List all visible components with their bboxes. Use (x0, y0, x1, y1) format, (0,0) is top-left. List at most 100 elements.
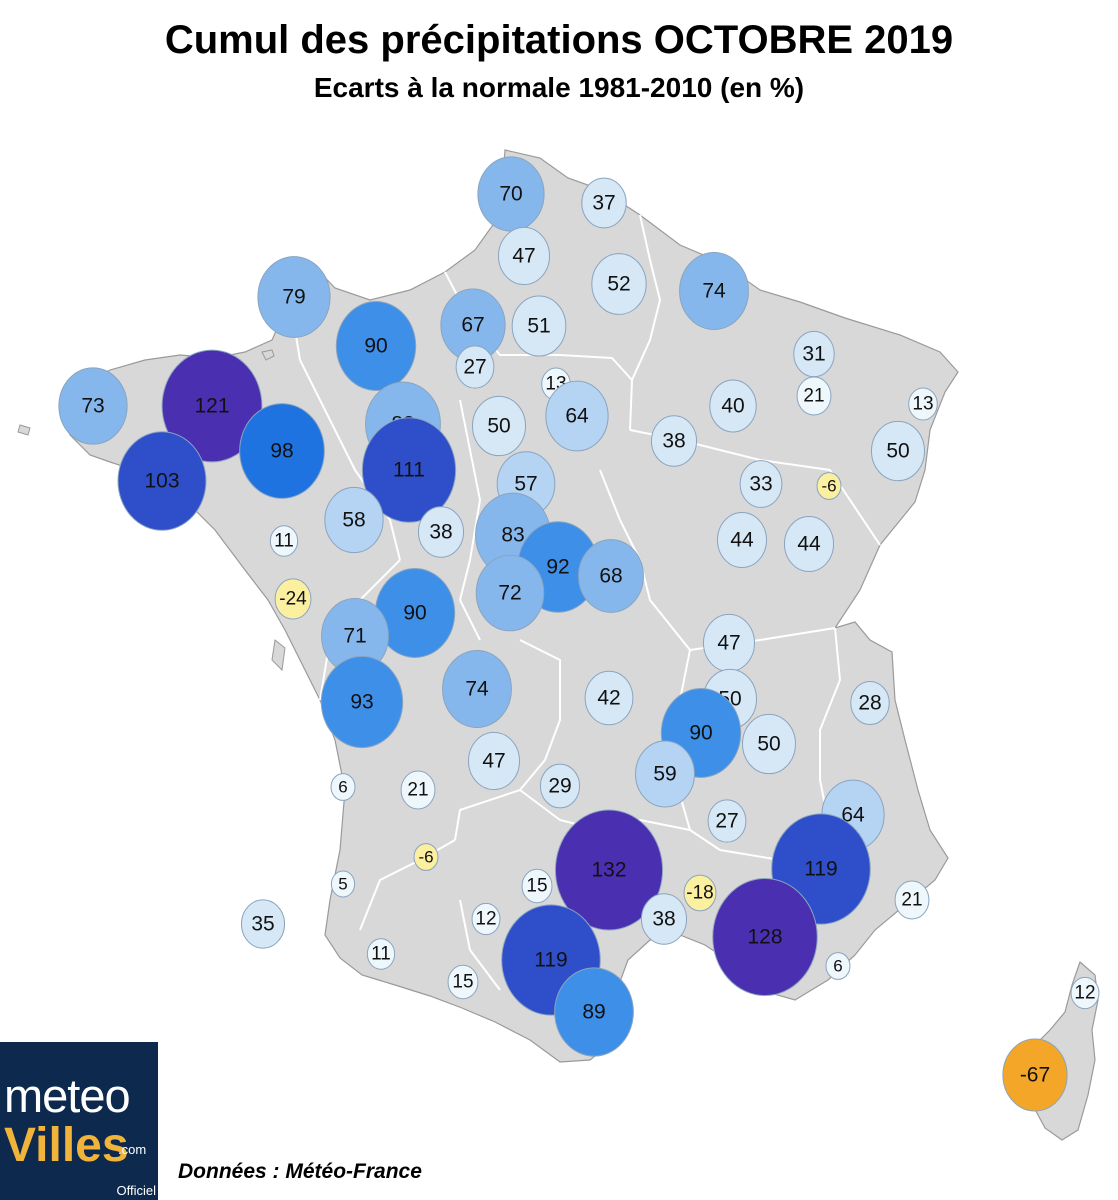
station-value-label: -18 (686, 883, 713, 904)
station-bubble: 21 (894, 880, 930, 920)
station-bubble-shape (442, 649, 512, 729)
channel-islands (261, 349, 275, 361)
station-bubble-shape (475, 554, 545, 632)
station-bubble: 29 (539, 763, 581, 809)
station-bubble-shape (324, 486, 384, 554)
station-bubble: 5 (330, 870, 356, 898)
border-southwest (359, 839, 456, 931)
station-bubble: 12 (471, 902, 501, 936)
station-bubble: 38 (417, 506, 465, 558)
station-bubble: 27 (707, 799, 747, 843)
station-bubble-shape (413, 843, 439, 871)
station-bubble: 79 (257, 256, 331, 338)
logo-domain: .com (118, 1142, 147, 1157)
station-bubble-shape (816, 472, 842, 500)
station-value-label: 70 (499, 183, 522, 206)
ile-oleron (271, 639, 286, 672)
station-value-label: 6 (338, 778, 347, 797)
station-bubble: 68 (578, 539, 644, 613)
station-bubble: 121 (161, 349, 263, 463)
station-bubble: 51 (511, 295, 567, 357)
station-bubble-shape (467, 731, 521, 791)
logo-line-meteo: meteo (4, 1069, 131, 1122)
station-value-label: 90 (403, 602, 426, 625)
station-value-label: 11 (274, 531, 294, 552)
map-subtitle: Ecarts à la normale 1981-2010 (en %) (313, 72, 805, 103)
border-center-east (599, 469, 836, 651)
station-bubble: 6 (330, 773, 356, 801)
station-bubble: 38 (640, 893, 688, 945)
station-bubble-shape (417, 506, 465, 558)
station-bubble-shape (497, 226, 551, 286)
station-bubble: 128 (712, 877, 818, 997)
station-value-label: 111 (393, 459, 425, 482)
station-value-label: 6 (833, 957, 842, 976)
station-value-label: 35 (251, 913, 274, 936)
station-bubble: 11 (366, 938, 396, 970)
station-value-label: 74 (702, 280, 726, 303)
station-value-label: 47 (717, 632, 740, 655)
station-value-label: 37 (592, 192, 615, 215)
station-value-label: 89 (582, 1001, 605, 1024)
station-bubble: 98 (239, 403, 325, 499)
station-value-label: 13 (912, 394, 933, 415)
data-source: Données : Météo-France (178, 1160, 422, 1183)
station-value-label: 31 (802, 343, 825, 366)
station-value-label: 12 (475, 909, 496, 930)
station-value-label: 92 (546, 556, 569, 579)
station-bubble: 37 (581, 177, 627, 229)
station-bubble-shape (584, 670, 634, 726)
station-bubble-shape (471, 902, 501, 936)
station-value-label: 121 (194, 395, 229, 418)
border-massif (454, 639, 561, 841)
station-bubble-shape (709, 379, 757, 433)
station-value-label: 11 (371, 944, 391, 965)
station-bubble: 47 (702, 613, 756, 673)
station-bubble: 15 (447, 964, 479, 1000)
station-value-label: 90 (689, 722, 712, 745)
station-bubble: -6 (816, 472, 842, 500)
station-bubble-shape (635, 740, 695, 808)
station-bubble-shape (58, 367, 128, 445)
station-bubble-shape (366, 938, 396, 970)
station-bubble: 50 (871, 420, 925, 482)
station-bubble-shape (239, 403, 325, 499)
station-bubble: 74 (442, 649, 512, 729)
station-value-label: 47 (482, 750, 505, 773)
station-bubble: -6 (413, 843, 439, 871)
station-value-label: 42 (597, 687, 620, 710)
border-south (519, 789, 781, 861)
station-bubble-shape (455, 345, 495, 389)
station-bubble: 28 (850, 680, 890, 726)
station-value-label: 67 (461, 314, 484, 337)
station-bubble: 11 (269, 525, 299, 557)
station-bubble-shape (742, 713, 796, 775)
station-bubble-shape (894, 880, 930, 920)
station-value-label: -24 (279, 589, 307, 610)
station-bubble: 27 (455, 345, 495, 389)
station-value-label: 132 (591, 859, 626, 882)
station-bubble: 21 (400, 770, 436, 810)
station-bubble: 103 (117, 431, 207, 531)
station-bubble-shape (871, 420, 925, 482)
station-value-label: 103 (144, 470, 179, 493)
station-bubble-shape (908, 387, 938, 421)
station-bubble-shape (581, 177, 627, 229)
station-value-label: 15 (452, 972, 473, 993)
logo-line-villes: Villes (4, 1119, 129, 1172)
station-bubbles: 7037475274796751902731731211321136440835… (58, 156, 1100, 1112)
station-value-label: 27 (715, 810, 738, 833)
station-value-label: 98 (270, 440, 293, 463)
station-bubble: 132 (554, 809, 664, 931)
station-bubble-shape (545, 380, 609, 452)
station-bubble: 13 (908, 387, 938, 421)
station-bubble-shape (825, 952, 851, 980)
station-bubble: 31 (793, 330, 835, 378)
station-bubble: -67 (1002, 1038, 1068, 1112)
station-bubble-shape (554, 967, 634, 1057)
station-bubble: 35 (240, 899, 286, 949)
station-bubble: 38 (650, 415, 698, 467)
station-bubble: 6 (825, 952, 851, 980)
station-bubble-shape (712, 877, 818, 997)
